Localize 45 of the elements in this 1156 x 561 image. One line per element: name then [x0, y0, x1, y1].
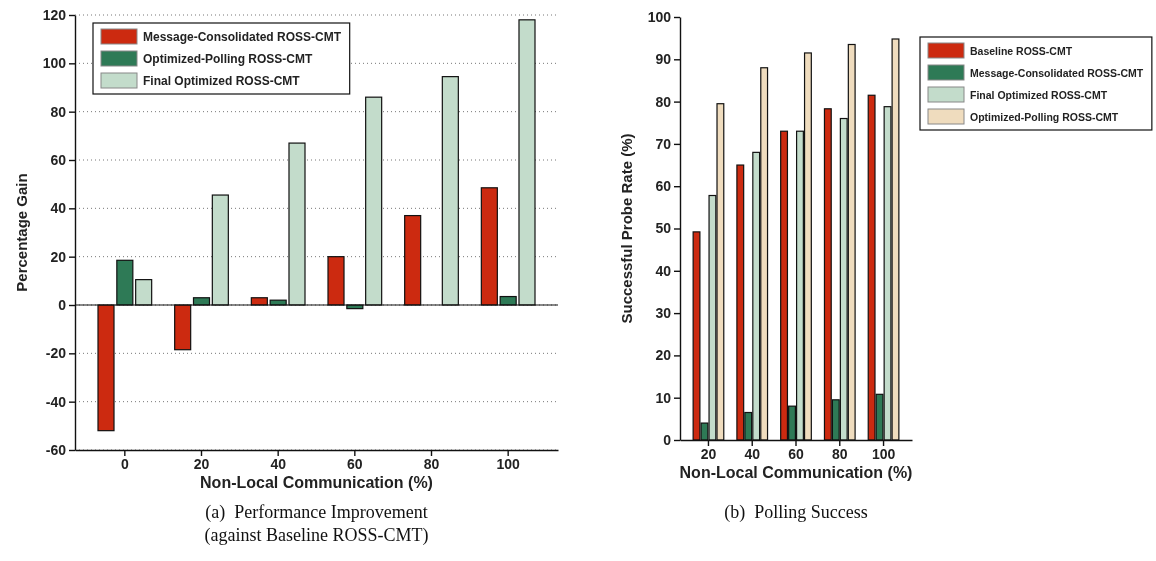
y-tick-label: -20	[45, 345, 67, 362]
y-tick-label: 10	[655, 389, 672, 406]
y-tick-label: -40	[45, 393, 67, 410]
x-tick-label: 20	[700, 445, 717, 462]
text: (b) Polling Success	[724, 502, 868, 523]
y-tick-label: 80	[655, 93, 672, 110]
y-tick-label: 40	[655, 262, 672, 279]
y-tick-label: 70	[655, 135, 672, 152]
x-tick-label: 60	[788, 445, 804, 462]
y-axis-title: Successful Probe Rate (%)	[618, 133, 635, 324]
y-tick-label: 20	[655, 347, 672, 364]
legend-label: Message-Consolidated ROSS-CMT	[970, 67, 1144, 79]
legend-label: Final Optimized ROSS-CMT	[143, 74, 301, 88]
y-tick-label: 30	[655, 305, 672, 322]
text: (a) Performance Improvement (against Baseline ROSS-CMT)	[204, 502, 429, 546]
y-tick-label: 40	[50, 200, 67, 217]
legend-label: Final Optimized ROSS-CMT	[970, 89, 1108, 101]
y-tick-label: 80	[50, 103, 67, 120]
y-tick-label: 60	[655, 178, 672, 195]
x-tick-label: 40	[270, 455, 287, 472]
y-tick-label: 100	[42, 55, 67, 72]
x-tick-label: 60	[347, 455, 363, 472]
x-axis-title: Non-Local Communication (%)	[679, 464, 913, 481]
y-tick-label: 20	[50, 248, 67, 265]
x-tick-label: 100	[496, 455, 521, 472]
x-tick-label: 20	[193, 455, 210, 472]
legend-label: Baseline ROSS-CMT	[970, 45, 1073, 57]
y-tick-label: 90	[655, 51, 672, 68]
y-tick-label: -60	[45, 441, 67, 458]
legend-label: Optimized-Polling ROSS-CMT	[970, 111, 1119, 123]
legend-label: Message-Consolidated ROSS-CMT	[143, 30, 342, 44]
legend-label: Optimized-Polling ROSS-CMT	[143, 52, 313, 66]
y-tick-label: 60	[50, 151, 67, 168]
x-tick-label: 0	[120, 455, 129, 472]
x-tick-label: 80	[831, 445, 848, 462]
x-tick-label: 40	[744, 445, 761, 462]
x-axis-title: Non-Local Communication (%)	[200, 474, 433, 491]
y-tick-label: 100	[647, 8, 672, 25]
y-tick-label: 50	[655, 220, 672, 237]
x-tick-label: 100	[871, 445, 896, 462]
y-tick-label: 0	[663, 431, 672, 448]
y-tick-label: 0	[58, 296, 67, 313]
y-tick-label: 120	[42, 6, 67, 23]
x-tick-label: 80	[423, 455, 440, 472]
y-axis-title: Percentage Gain	[13, 173, 30, 292]
